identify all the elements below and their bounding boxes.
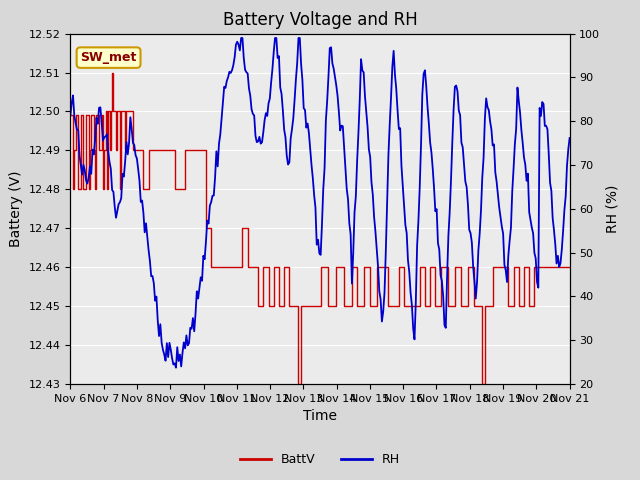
Text: SW_met: SW_met (81, 51, 137, 64)
Y-axis label: Battery (V): Battery (V) (9, 170, 23, 247)
Title: Battery Voltage and RH: Battery Voltage and RH (223, 11, 417, 29)
Legend: BattV, RH: BattV, RH (235, 448, 405, 471)
X-axis label: Time: Time (303, 409, 337, 423)
Y-axis label: RH (%): RH (%) (606, 185, 620, 233)
